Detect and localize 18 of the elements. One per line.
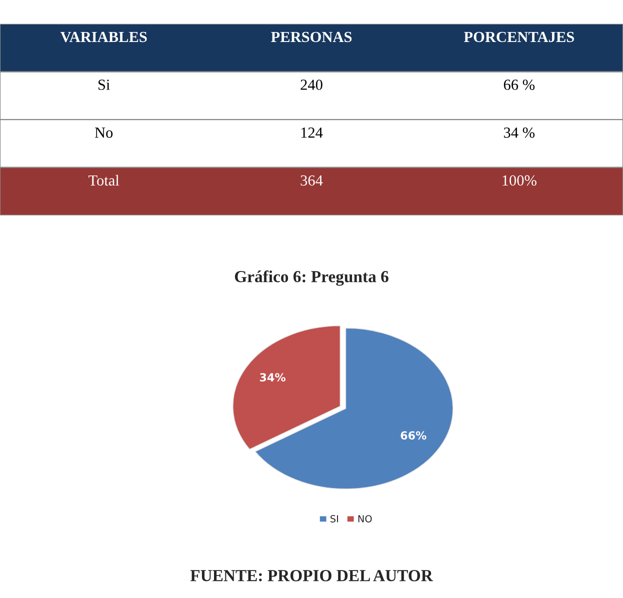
- text: 100%: [502, 175, 536, 186]
- text: PERSONAS: [271, 32, 352, 42]
- text: 240: [300, 80, 322, 90]
- data-label: 66%: [400, 431, 426, 440]
- legend-label: NO: [358, 515, 372, 522]
- text: 66 %: [504, 80, 535, 90]
- text: PORCENTAJES: [464, 32, 574, 42]
- chart-title: Gráfico 6: Pregunta 6: [234, 270, 388, 286]
- text: 364: [300, 175, 323, 186]
- text: No: [94, 128, 113, 138]
- text: Total: [88, 174, 120, 186]
- text: 124: [301, 128, 323, 138]
- data-label: 34%: [260, 373, 286, 382]
- text: VARIABLES: [60, 32, 147, 42]
- source-note: FUENTE: PROPIO DEL AUTOR: [190, 570, 434, 582]
- text: Si: [98, 80, 110, 90]
- legend-label: SI: [330, 515, 338, 522]
- text: 34 %: [504, 127, 535, 138]
